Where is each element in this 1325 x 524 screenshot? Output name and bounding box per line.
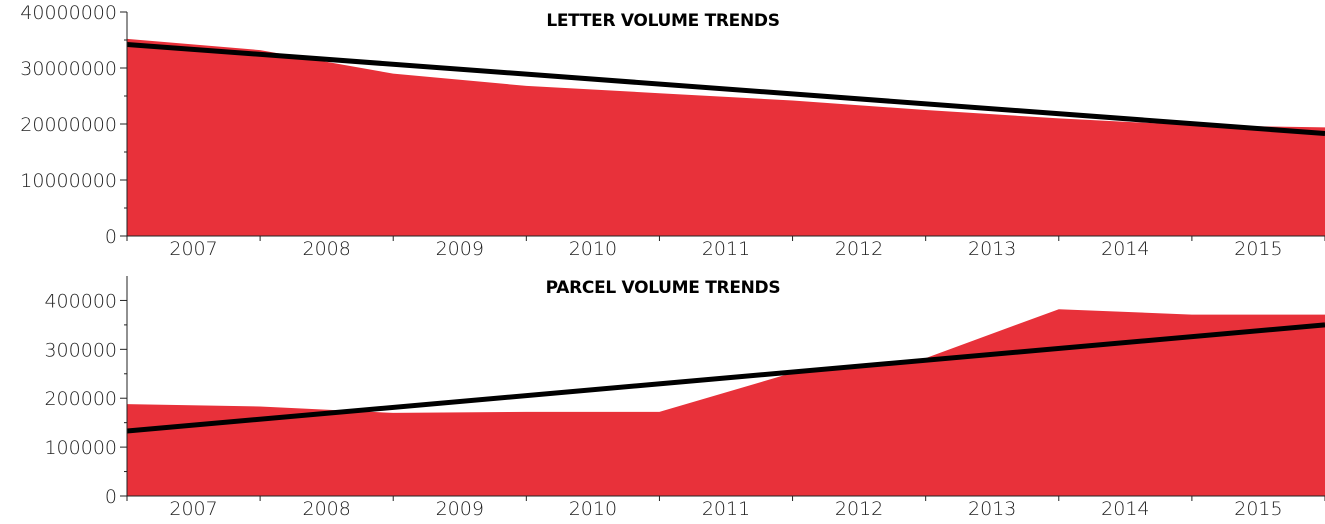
chart-1-x-tick-label: 2011 [702,498,750,520]
chart-0-y-tick-label: 20000000 [20,114,117,136]
chart-1-x-tick-label: 2013 [968,498,1016,520]
parcel-volume-chart: 0 100000 200000 300000 400000 2007 2008 2009 201… [44,276,1325,520]
chart-1-x-tick-label: 2014 [1101,498,1149,520]
chart-1-x-tick-label: 2009 [436,498,484,520]
chart-0-y-tick-label: 40000000 [20,2,117,24]
chart-1-y-tick-label: 300000 [44,339,117,361]
chart-1-x-tick-label: 2007 [169,498,217,520]
chart-0-x-tick-label: 2010 [569,238,617,260]
chart-0-x-tick-label: 2012 [835,238,883,260]
chart-1-y-tick-label: 0 [105,486,117,508]
chart-0-y-tick-label: 10000000 [20,170,117,192]
letter-volume-chart: 0 10000000 20000000 30000000 40000000 2007 200… [20,2,1325,260]
chart-1-x-tick-label: 2015 [1234,498,1282,520]
chart-1-x-tick-label: 2012 [835,498,883,520]
chart-1-y-tick-label: 400000 [44,290,117,312]
chart-0-x-tick-label: 2013 [968,238,1016,260]
chart-1-trendline [126,322,1325,434]
chart-0-x-tick-label: 2011 [702,238,750,260]
chart-1-area [127,309,1325,496]
chart-0-x-tick-label: 2009 [436,238,484,260]
chart-0-x-tick-label: 2008 [302,238,350,260]
chart-1-x-tick-label: 2010 [569,498,617,520]
chart-1-y-tick-label: 100000 [44,437,117,459]
chart-0-x-tick-label: 2014 [1101,238,1149,260]
chart-0-title: LETTER VOLUME TRENDS [546,11,779,31]
chart-0-y-tick-label: 0 [105,226,117,248]
chart-1-title: PARCEL VOLUME TRENDS [546,278,781,298]
chart-0-trendline [126,41,1325,137]
chart-1-y-tick-label: 200000 [44,388,117,410]
chart-0-y-tick-label: 30000000 [20,58,117,80]
chart-1-x-tick-label: 2008 [302,498,350,520]
chart-0-area [127,38,1325,237]
chart-0-x-tick-label: 2007 [169,238,217,260]
chart-0-x-tick-label: 2015 [1234,238,1282,260]
